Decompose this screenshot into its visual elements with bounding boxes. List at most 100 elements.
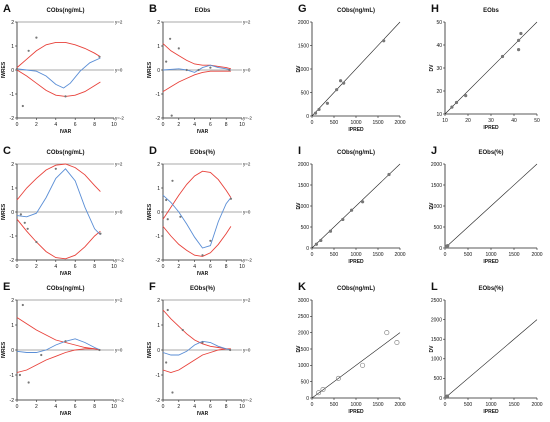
y-tick-label: 0 [306,396,309,402]
x-tick-label: 2000 [394,402,405,408]
y-tick-label: -2 [10,258,15,264]
data-point [519,31,523,36]
panel-label: H [431,3,439,15]
y-tick-label: 1500 [431,337,442,343]
y-tick-label: 0 [11,210,14,216]
x-tick-label: 0 [16,404,19,410]
x-axis-label: IVAR [60,411,72,417]
data-point [35,240,38,244]
upper-band-line [16,163,101,201]
y-tick-label: 1000 [298,363,309,369]
x-axis-label: IVAR [60,129,72,135]
data-point [169,37,172,40]
y-tick-label: 50 [436,20,442,26]
data-point [201,341,204,344]
x-tick-label: 10 [239,264,245,270]
upper-band-line [16,317,101,351]
data-point [328,229,333,233]
reference-line-label: y=2 [243,20,251,25]
y-tick-label: 2000 [298,162,309,168]
y-tick-label: 2000 [298,20,309,26]
identity-line [311,21,401,117]
data-point [197,68,200,72]
x-tick-label: 1000 [485,252,496,258]
data-point [171,391,174,394]
data-point [394,339,400,345]
x-tick-label: 10 [111,264,117,270]
panel-title: EObs [483,8,499,14]
upper-band-line [16,41,101,68]
y-tick-label: 2500 [431,298,442,304]
identity-line [444,163,538,249]
x-tick-label: 2000 [531,402,542,408]
panel-i [310,163,401,250]
data-point [384,330,390,336]
reference-line-label: y=2 [243,298,251,303]
data-point [201,254,204,257]
x-tick-label: 0 [162,404,165,410]
panel-label: B [149,3,157,15]
panel-title: CObs(ng/mL) [337,286,375,292]
x-tick-label: 2 [177,264,180,270]
x-tick-label: 4 [193,122,196,128]
data-point [314,242,319,246]
y-tick-label: 20 [436,89,442,95]
panel-e [15,299,115,402]
y-tick-label: 30 [436,66,442,72]
data-point [21,104,24,108]
data-point [445,244,449,248]
x-tick-label: 500 [330,120,339,126]
x-tick-label: 2000 [394,120,405,126]
panel-title: EObs(%) [478,150,503,156]
x-tick-label: 8 [225,122,228,128]
y-axis-label: IWRES [1,341,7,358]
data-point [500,54,505,59]
y-axis-label: DV [296,65,302,73]
x-tick-label: 1000 [485,402,496,408]
panel-label: E [3,281,10,293]
reference-line-label: y=0 [243,348,251,353]
y-tick-label: 2 [11,20,14,26]
data-point [54,167,57,170]
x-axis-label: IPRED [348,127,364,133]
identity-line [444,21,538,115]
x-tick-label: 0 [311,402,314,408]
panel-title: CObs(ng/mL) [337,150,375,156]
x-tick-label: 2 [35,404,38,410]
reference-line-label: y=2 [115,20,123,25]
y-tick-label: 1500 [298,183,309,189]
data-point [229,197,233,200]
panel-title: CObs(ng/mL) [337,8,375,14]
trend-line [16,57,101,89]
y-tick-label: -1 [10,373,15,379]
y-tick-label: 500 [301,225,310,231]
y-tick-label: 500 [301,379,310,385]
x-tick-label: 4 [54,404,57,410]
panel-g [310,21,401,118]
data-point [18,373,22,377]
y-tick-label: 2 [157,298,160,304]
x-axis-label: IPRED [348,409,364,415]
x-tick-label: 6 [74,122,77,128]
panel-title: EObs(%) [190,150,215,156]
y-tick-label: 0 [439,396,442,402]
data-point [360,362,366,368]
x-tick-label: 2 [177,122,180,128]
data-point [335,375,341,381]
data-point [317,107,321,112]
lower-band-line [16,218,101,260]
x-axis-label: IPRED [483,409,499,415]
data-point [177,47,180,50]
reference-line-label: y=-2 [115,398,124,403]
data-point [316,390,322,396]
y-tick-label: 2 [157,162,160,168]
x-tick-label: 500 [330,252,339,258]
panel-label: A [3,3,11,15]
x-axis-label: IPRED [483,259,499,265]
x-tick-label: 6 [209,264,212,270]
x-tick-label: 0 [311,120,314,126]
y-tick-label: -1 [156,373,161,379]
x-tick-label: 0 [162,122,165,128]
x-tick-label: 6 [209,122,212,128]
y-tick-label: 40 [436,43,442,49]
